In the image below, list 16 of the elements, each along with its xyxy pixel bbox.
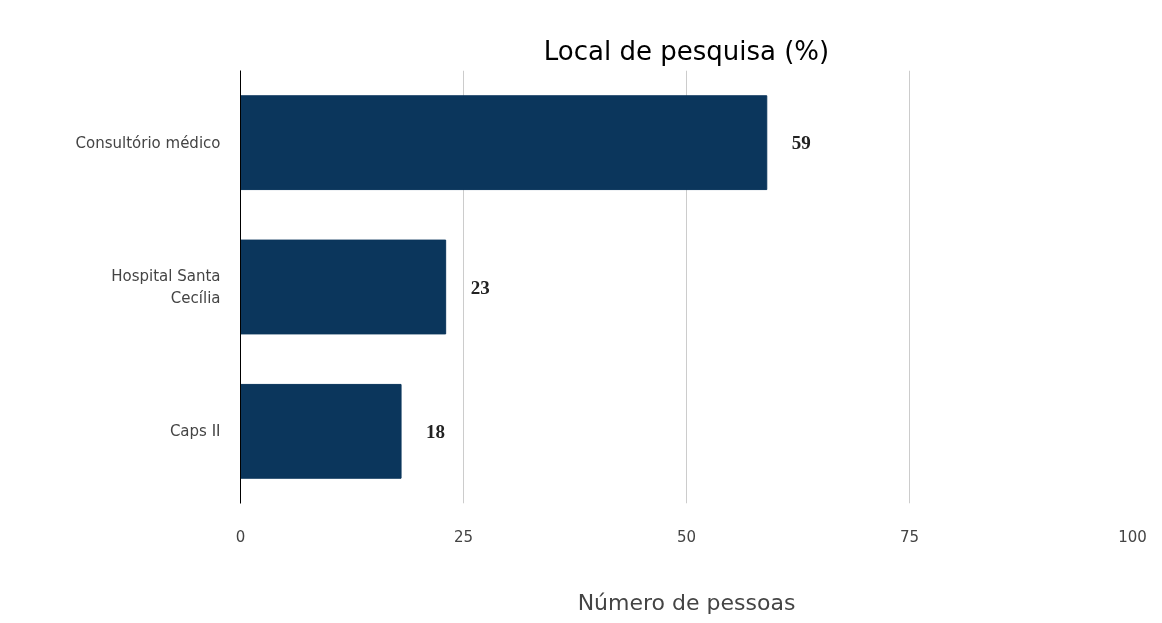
data-label: 59 (791, 132, 811, 154)
x-tick-label: 100 (1118, 527, 1147, 546)
bar (240, 239, 447, 335)
x-tick-label: 25 (453, 527, 474, 546)
bar (240, 95, 768, 191)
y-tick-label: Hospital Santa Cecília (111, 267, 221, 307)
x-tick-label: 75 (899, 527, 920, 546)
data-label: 23 (470, 276, 490, 298)
x-tick-label: 0 (235, 527, 246, 546)
x-axis-title: Número de pessoas (577, 589, 796, 615)
chart-title: Local de pesquisa (%) (543, 35, 830, 66)
bar (240, 383, 402, 479)
data-label: 18 (426, 420, 446, 442)
y-tick-label: Caps II (169, 422, 221, 441)
x-tick-label: 50 (676, 527, 697, 546)
y-tick-label: Consultório médico (75, 133, 221, 152)
